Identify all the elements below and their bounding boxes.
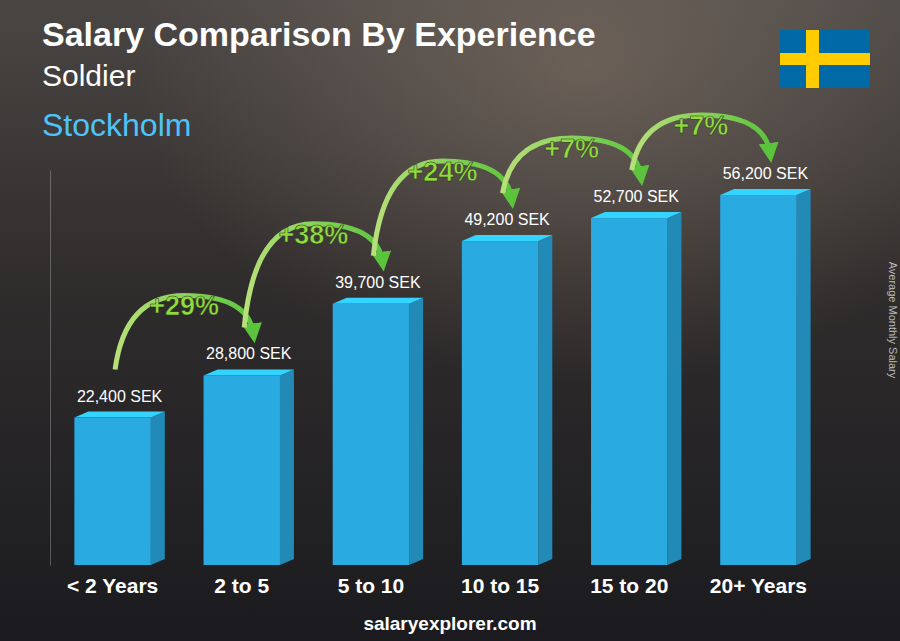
y-axis-line [50,171,51,566]
x-tick-label: 5 to 10 [338,574,405,597]
bar-side [538,235,552,565]
x-axis: < 2 Years 2 to 5 5 to 10 10 to 15 15 to 20 20… [67,565,807,597]
x-tick: < 2 Years [67,565,158,597]
bar-group [333,298,423,565]
y-axis [50,171,51,566]
growth-label: +7% [544,134,599,164]
data-label: 28,800 SEK [206,345,292,362]
source: salaryexplorer.com [363,613,536,634]
bar-group [204,369,294,565]
data-label: 49,200 SEK [464,211,550,228]
data-label: 39,700 SEK [335,274,421,291]
growth-label: +7% [673,111,728,141]
bars [74,189,810,565]
growth-label: +29% [149,291,219,321]
x-tick: 5 to 10 [338,565,405,597]
bar-top [720,189,810,195]
growth-label: +38% [278,220,348,250]
x-tick-label: 20+ Years [710,574,807,597]
bar-top [74,412,164,418]
x-tick: 2 to 5 [214,565,269,597]
bar-group [591,212,681,565]
title: Salary Comparison By Experience [42,15,596,53]
bar-side [151,412,165,565]
bar-top [333,298,423,304]
x-tick-label: < 2 Years [67,574,158,597]
background [0,0,900,641]
bar-top [204,369,294,375]
bar-side [280,369,294,565]
flag [780,30,870,88]
bar [204,375,280,565]
bar [591,218,667,565]
subtitle: Soldier [42,59,135,92]
bar-group [74,412,164,565]
x-tick: 10 to 15 [461,565,540,597]
flag-cross [780,53,870,65]
bar-group [462,235,552,565]
data-label: 52,700 SEK [594,188,680,205]
x-tick: 15 to 20 [590,565,668,597]
x-tick-label: 2 to 5 [214,574,269,597]
data-label: 56,200 SEK [723,165,809,182]
x-tick-label: 15 to 20 [590,574,668,597]
bar [720,195,796,565]
flag-field [780,30,870,88]
bar-side [797,189,811,565]
x-tick: 20+ Years [710,565,807,597]
bar [462,241,538,565]
growth-label: +24% [408,157,478,187]
data-label: 22,400 SEK [77,388,163,405]
bar-side [667,212,681,565]
bar-top [591,212,681,218]
bar [333,304,409,565]
bar-side [409,298,423,565]
bar-group [720,189,810,565]
background-light [0,0,900,641]
chart: Salary Comparison By Experience Soldier St… [0,0,900,641]
x-tick-label: 10 to 15 [461,574,540,597]
bar [74,418,150,565]
y-axis-title: Average Monthly Salary [887,262,899,379]
location: Stockholm [42,107,191,143]
bar-top [462,235,552,241]
